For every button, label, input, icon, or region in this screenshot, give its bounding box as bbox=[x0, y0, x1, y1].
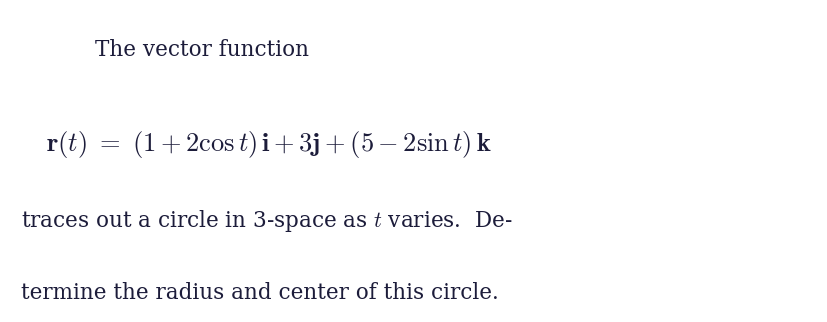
Text: termine the radius and center of this circle.: termine the radius and center of this ci… bbox=[21, 282, 498, 304]
Text: The vector function: The vector function bbox=[95, 39, 308, 61]
Text: $\mathbf{r}(t) \ = \ (1 + 2\cos t)\,\mathbf{i} + 3\mathbf{j} + (5 - 2\sin t)\,\m: $\mathbf{r}(t) \ = \ (1 + 2\cos t)\,\mat… bbox=[45, 129, 490, 160]
Text: traces out a circle in 3-space as $t$ varies.  De-: traces out a circle in 3-space as $t$ va… bbox=[21, 208, 512, 234]
